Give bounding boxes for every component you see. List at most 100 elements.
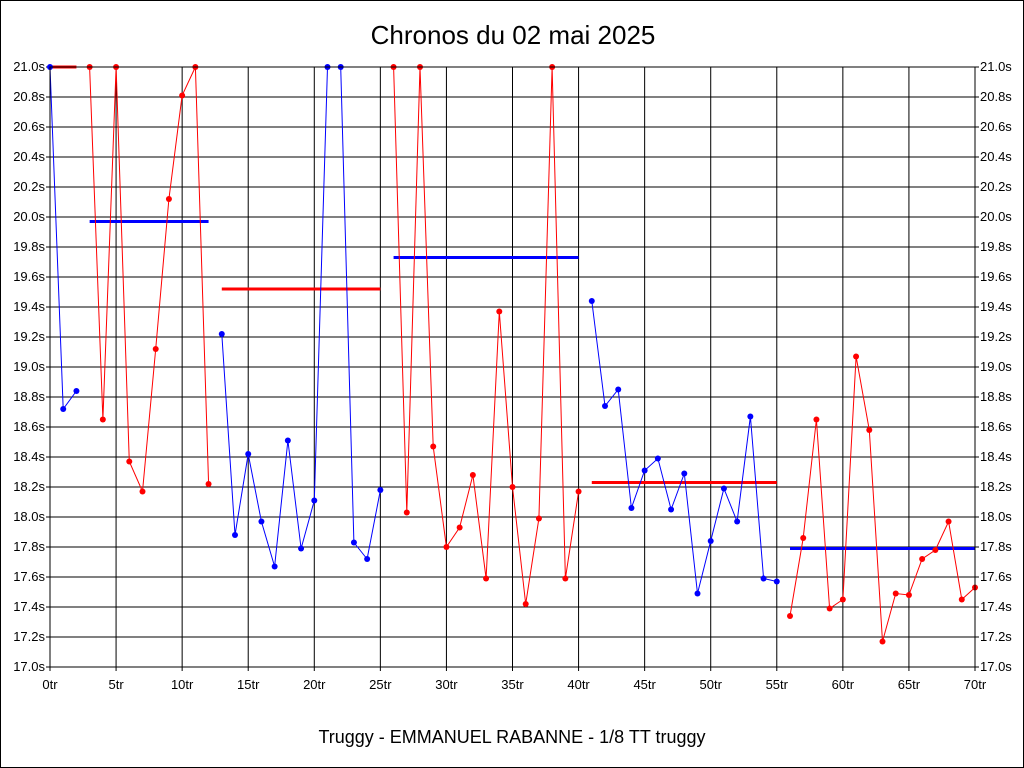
chart-title: Chronos du 02 mai 2025: [371, 20, 656, 50]
y-tick-label-right: 20.4s: [980, 149, 1012, 164]
data-point: [588, 298, 595, 304]
data-point: [853, 353, 860, 360]
data-point: [628, 505, 635, 511]
series-line: [49, 66, 77, 411]
data-point: [760, 575, 767, 582]
y-tick-label-left: 19.8s: [13, 239, 45, 254]
y-tick-label-right: 17.8s: [980, 539, 1012, 554]
x-tick-label: 15tr: [237, 677, 260, 692]
x-tick-label: 40tr: [567, 677, 590, 692]
x-tick-label: 35tr: [501, 677, 524, 692]
data-point: [73, 388, 80, 394]
data-point: [747, 413, 754, 420]
y-tick-label-right: 19.0s: [980, 359, 1012, 374]
data-point: [179, 92, 186, 99]
grid: [46, 66, 979, 671]
y-tick-label-left: 20.2s: [13, 179, 45, 194]
data-point: [945, 518, 952, 525]
data-point: [232, 532, 238, 538]
data-point: [350, 539, 357, 546]
data-point: [377, 487, 384, 493]
series-points: [47, 64, 978, 645]
data-point: [826, 605, 833, 612]
data-point: [919, 556, 926, 562]
data-point: [720, 485, 727, 492]
chart-subtitle: Truggy - EMMANUEL RABANNE - 1/8 TT trugg…: [318, 727, 705, 747]
series-line: [789, 356, 976, 642]
x-tick-label: 25tr: [369, 677, 392, 692]
data-point: [99, 416, 106, 423]
average-lines: [50, 65, 975, 550]
y-tick-label-left: 20.0s: [13, 209, 45, 224]
data-point: [866, 427, 873, 433]
plot-area-border: [49, 66, 976, 668]
data-point: [456, 524, 463, 531]
y-tick-label-left: 19.0s: [13, 359, 45, 374]
x-tick-label: 70tr: [964, 677, 987, 692]
data-point: [575, 488, 582, 495]
y-tick-label-right: 17.0s: [980, 659, 1012, 674]
data-point: [271, 563, 278, 570]
y-tick-label-right: 17.2s: [980, 629, 1012, 644]
data-point: [535, 515, 542, 522]
y-tick-label-right: 18.0s: [980, 509, 1012, 524]
data-point: [839, 596, 846, 603]
data-point: [654, 455, 661, 462]
data-point: [298, 545, 305, 552]
y-tick-label-left: 17.2s: [13, 629, 45, 644]
y-tick-label-left: 18.4s: [13, 449, 45, 464]
y-tick-label-right: 21.0s: [980, 59, 1012, 74]
data-point: [879, 638, 886, 645]
data-point: [152, 346, 159, 352]
y-tick-label-left: 17.8s: [13, 539, 45, 554]
x-tick-label: 60tr: [832, 677, 855, 692]
data-point: [205, 481, 212, 487]
data-point: [694, 590, 701, 597]
data-point: [364, 556, 371, 562]
data-point: [958, 596, 965, 603]
series-line: [89, 66, 210, 494]
y-tick-label-right: 20.8s: [980, 89, 1012, 104]
data-point: [892, 590, 899, 597]
tick-labels: 17.0s 17.0s 17.2s 17.2s 17.4s 17.4s 17.6s 17.6s…: [13, 59, 1012, 692]
data-point: [258, 518, 265, 525]
x-tick-label: 5tr: [108, 677, 124, 692]
y-tick-label-left: 21.0s: [13, 59, 45, 74]
y-tick-label-left: 20.8s: [13, 89, 45, 104]
data-point: [641, 467, 648, 474]
data-point: [813, 416, 820, 423]
data-point: [443, 544, 450, 550]
data-point: [509, 484, 516, 490]
data-point: [522, 601, 529, 607]
data-point: [707, 538, 714, 544]
data-point: [615, 386, 622, 393]
data-point: [483, 575, 490, 582]
y-tick-label-right: 18.8s: [980, 389, 1012, 404]
y-tick-label-left: 19.2s: [13, 329, 45, 344]
y-tick-label-right: 18.6s: [980, 419, 1012, 434]
y-tick-label-left: 20.6s: [13, 119, 45, 134]
y-tick-label-left: 18.8s: [13, 389, 45, 404]
y-tick-label-right: 17.4s: [980, 599, 1012, 614]
data-point: [787, 613, 793, 619]
y-tick-label-right: 19.8s: [980, 239, 1012, 254]
x-tick-label: 45tr: [633, 677, 656, 692]
data-point: [126, 458, 133, 465]
y-tick-label-left: 20.4s: [13, 149, 45, 164]
y-tick-label-left: 19.6s: [13, 269, 45, 284]
x-tick-label: 65tr: [898, 677, 921, 692]
data-point: [403, 509, 410, 516]
data-point: [430, 443, 437, 450]
data-point: [496, 308, 503, 315]
x-tick-label: 55tr: [766, 677, 789, 692]
data-point: [218, 331, 225, 337]
y-tick-label-right: 20.6s: [980, 119, 1012, 134]
data-point: [905, 592, 912, 598]
y-tick-label-right: 20.0s: [980, 209, 1012, 224]
y-tick-label-right: 18.4s: [980, 449, 1012, 464]
data-point: [602, 403, 608, 409]
data-point: [284, 437, 291, 444]
y-tick-label-left: 18.0s: [13, 509, 45, 524]
